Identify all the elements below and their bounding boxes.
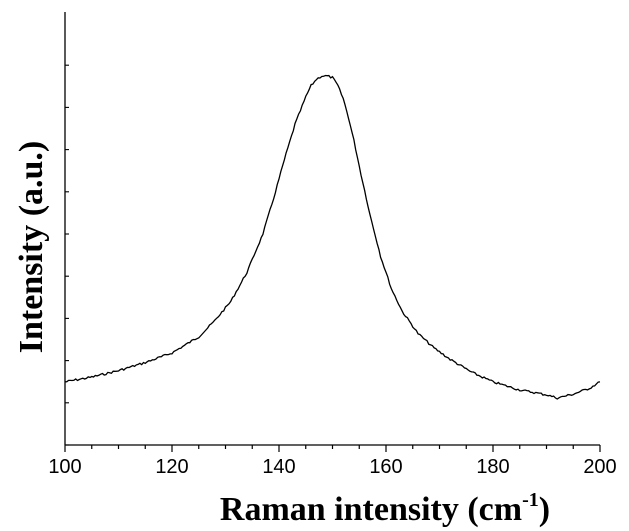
- y-axis-title: Intensity (a.u.): [13, 141, 50, 354]
- x-tick-label: 180: [476, 456, 509, 478]
- x-tick-label: 160: [369, 456, 402, 478]
- x-axis-title-main: Raman intensity (cm: [220, 491, 522, 528]
- y-ticks: [65, 64, 69, 446]
- x-tick-label: 200: [583, 456, 616, 478]
- x-axis-title-superscript: -1: [522, 489, 539, 511]
- x-tick-label: 140: [262, 456, 295, 478]
- x-ticks: 100 120 140 160 180 200: [48, 445, 617, 478]
- x-axis-title-close: ): [539, 491, 550, 528]
- spectrum-line: [64, 74, 601, 400]
- x-tick-label: 120: [155, 456, 188, 478]
- x-axis-title: Raman intensity (cm-1): [220, 489, 550, 528]
- x-tick-label: 100: [48, 456, 81, 478]
